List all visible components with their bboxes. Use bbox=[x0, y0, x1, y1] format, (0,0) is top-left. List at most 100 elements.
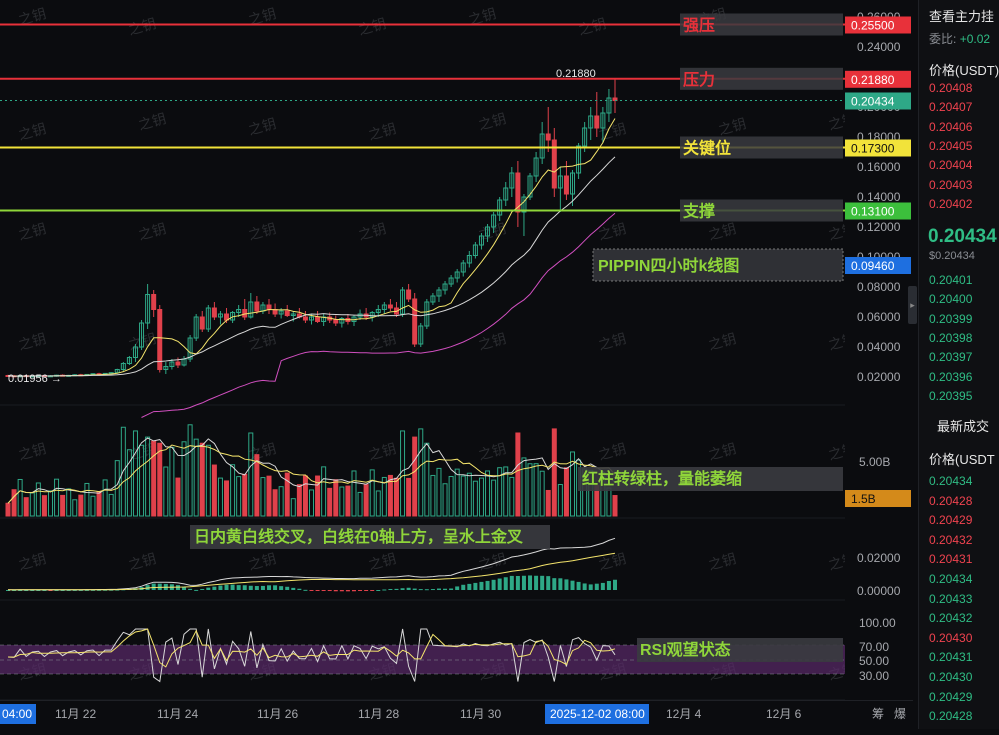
chart-area[interactable]: 之钥 之钥 之钥 之钥 之钥 之钥 之钥 之钥 之钥 之钥 之钥 之钥 之钥 之钥 之钥 之钥 之钥 之钥 之钥 之钥… bbox=[0, 0, 858, 701]
price-level-badge: 0.25500 bbox=[851, 19, 895, 33]
candle-body bbox=[284, 310, 290, 316]
macd-histogram-bar bbox=[84, 589, 89, 591]
volume-bar bbox=[570, 451, 576, 517]
ask-price-row[interactable]: 0.20406 bbox=[929, 119, 973, 134]
volume-bar bbox=[503, 466, 509, 517]
volume-bar bbox=[151, 440, 157, 517]
watermark-text: 之钥 bbox=[17, 220, 48, 243]
trades-title[interactable]: 最新成交 bbox=[937, 419, 990, 434]
trade-price-row[interactable]: 0.20430 bbox=[929, 630, 973, 645]
trade-price-row[interactable]: 0.20432 bbox=[929, 532, 973, 547]
macd-histogram-bar bbox=[103, 589, 108, 591]
bid-price-row[interactable]: 0.20396 bbox=[929, 369, 973, 384]
watermark-text: 之钥 bbox=[597, 550, 628, 573]
ask-price-row[interactable]: 0.20405 bbox=[929, 138, 973, 153]
volume-bar bbox=[472, 480, 478, 517]
watermark-text: 之钥 bbox=[127, 330, 158, 353]
trade-price-row[interactable]: 0.20431 bbox=[929, 552, 973, 567]
volume-bar bbox=[254, 454, 260, 517]
time-tick-label: 12月 6 bbox=[766, 707, 802, 721]
ask-price-row[interactable]: 0.20404 bbox=[929, 158, 973, 173]
trade-price-row[interactable]: 0.20432 bbox=[929, 611, 973, 626]
candle-body bbox=[600, 112, 606, 129]
candle-body bbox=[545, 133, 551, 141]
macd-histogram-bar bbox=[515, 576, 520, 590]
watermark-text: 之钥 bbox=[247, 550, 278, 573]
macd-histogram-bar bbox=[430, 589, 435, 591]
bid-price-row[interactable]: 0.20399 bbox=[929, 311, 973, 326]
macd-histogram-bar bbox=[48, 590, 53, 591]
bid-price-row[interactable]: 0.20401 bbox=[929, 273, 973, 287]
ask-price-row[interactable]: 0.20408 bbox=[929, 81, 973, 95]
volume-bar bbox=[436, 467, 442, 517]
ratio-value: +0.02 bbox=[959, 32, 991, 46]
macd-histogram-bar bbox=[546, 576, 551, 590]
watermark-text: 之钥 bbox=[827, 440, 845, 463]
bid-price-row[interactable]: 0.20398 bbox=[929, 330, 973, 345]
candle-body bbox=[132, 346, 138, 358]
trade-price-row[interactable]: 0.20429 bbox=[929, 513, 973, 528]
volume-bar bbox=[357, 491, 363, 517]
candle-body bbox=[309, 316, 314, 321]
volume-bar bbox=[563, 467, 569, 517]
candle-body bbox=[557, 175, 563, 189]
volume-bar bbox=[430, 474, 436, 517]
ma-yellow-line bbox=[7, 118, 616, 377]
macd-histogram-bar bbox=[473, 582, 478, 590]
trade-price-row[interactable]: 0.20428 bbox=[929, 493, 973, 508]
order-book-title[interactable]: 查看主力挂 bbox=[929, 9, 995, 24]
candle-body bbox=[478, 235, 484, 246]
trade-price-row[interactable]: 0.20428 bbox=[929, 709, 973, 724]
watermark-text: 之钥 bbox=[137, 220, 168, 243]
bid-price-row[interactable]: 0.20395 bbox=[929, 388, 973, 403]
volume-bar bbox=[612, 495, 618, 517]
volume-ma-white bbox=[7, 437, 616, 504]
ask-price-row[interactable]: 0.20402 bbox=[929, 196, 973, 211]
volume-bar bbox=[72, 499, 78, 517]
collapse-panel-icon[interactable]: ▸ bbox=[908, 286, 917, 324]
trade-price-row[interactable]: 0.20431 bbox=[929, 650, 973, 665]
volume-bar bbox=[418, 428, 424, 517]
trade-price-row[interactable]: 0.20430 bbox=[929, 670, 973, 684]
ask-price-row[interactable]: 0.20407 bbox=[929, 100, 973, 115]
trade-price-row[interactable]: 0.20434 bbox=[929, 474, 973, 488]
bid-price-row[interactable]: 0.20397 bbox=[929, 350, 973, 365]
macd-histogram-bar bbox=[564, 579, 569, 590]
volume-bar bbox=[90, 495, 96, 517]
candle-body bbox=[576, 145, 582, 174]
candle-body bbox=[120, 363, 126, 370]
watermark-text: 之钥 bbox=[247, 440, 278, 463]
volume-axis-label: 5.00B bbox=[859, 455, 890, 469]
low-annotation: 0.01956 → bbox=[8, 373, 62, 385]
trade-price-row[interactable]: 0.20429 bbox=[929, 689, 973, 704]
watermark-text: 之钥 bbox=[577, 15, 608, 38]
macd-tick-label: 0.00000 bbox=[857, 584, 901, 598]
volume-bar bbox=[290, 498, 296, 517]
volume-bar bbox=[454, 468, 460, 517]
macd-note: 日内黄白线交叉，白线在0轴上方，呈水上金叉 bbox=[194, 527, 524, 546]
volume-bar bbox=[47, 490, 53, 517]
volume-bar bbox=[163, 466, 169, 517]
last-price-usd: $0.20434 bbox=[929, 250, 975, 262]
macd-histogram-bar bbox=[315, 590, 320, 591]
volume-bar bbox=[533, 463, 539, 517]
time-axis: 04:00 11月 22 11月 24 11月 26 11月 28 11月 30 12月 6… bbox=[0, 700, 913, 730]
candle-body bbox=[114, 369, 120, 374]
watermark-text: 之钥 bbox=[717, 115, 748, 138]
trade-price-row[interactable]: 0.20433 bbox=[929, 591, 973, 606]
ask-price-row[interactable]: 0.20403 bbox=[929, 177, 973, 192]
bid-price-row[interactable]: 0.20400 bbox=[929, 292, 973, 307]
volume-bar bbox=[41, 495, 47, 517]
macd-histogram-bar bbox=[461, 584, 466, 590]
candle-body bbox=[381, 304, 387, 310]
volume-bar bbox=[78, 494, 84, 517]
trade-price-row[interactable]: 0.20434 bbox=[929, 572, 973, 586]
watermark-text: 之钥 bbox=[17, 120, 48, 143]
time-tick-label: 11月 30 bbox=[460, 707, 501, 721]
volume-bar bbox=[84, 482, 90, 517]
macd-histogram-bar bbox=[66, 589, 71, 591]
watermark-text: 之钥 bbox=[17, 550, 48, 573]
high-annotation: 0.21880 bbox=[556, 68, 596, 80]
macd-histogram-bar bbox=[388, 588, 393, 590]
